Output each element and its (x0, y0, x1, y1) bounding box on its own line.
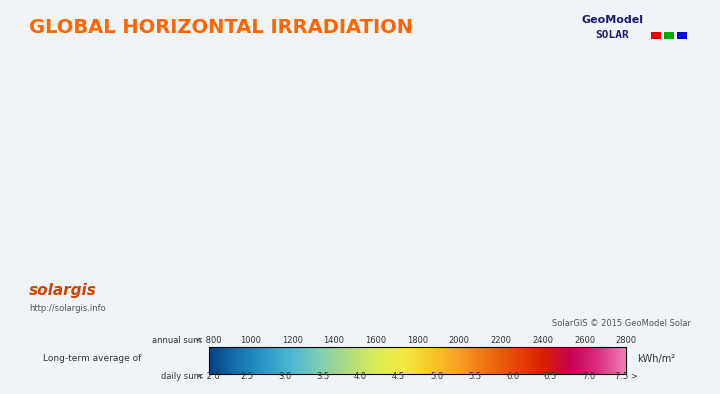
Text: 3.0: 3.0 (278, 372, 292, 381)
Text: 1400: 1400 (323, 336, 345, 345)
Text: 5.5: 5.5 (468, 372, 481, 381)
Bar (677, 32, 687, 39)
Text: 1800: 1800 (407, 336, 428, 345)
Text: Long-term average of: Long-term average of (43, 354, 142, 363)
Text: 1000: 1000 (240, 336, 261, 345)
Text: 2600: 2600 (574, 336, 595, 345)
Text: kWh/m²: kWh/m² (637, 353, 675, 364)
Bar (651, 32, 661, 39)
Text: < 800: < 800 (196, 336, 222, 345)
Text: 2000: 2000 (449, 336, 470, 345)
Text: GLOBAL HORIZONTAL IRRADIATION: GLOBAL HORIZONTAL IRRADIATION (29, 18, 413, 37)
Text: 6.0: 6.0 (506, 372, 519, 381)
Text: 5.0: 5.0 (430, 372, 443, 381)
Text: 1200: 1200 (282, 336, 303, 345)
Text: 4.5: 4.5 (392, 372, 405, 381)
Text: < 2.0: < 2.0 (197, 372, 220, 381)
Text: 2800: 2800 (616, 336, 637, 345)
Text: 7.5 >: 7.5 > (615, 372, 638, 381)
Text: 6.5: 6.5 (544, 372, 557, 381)
Text: 1600: 1600 (365, 336, 387, 345)
Text: solargis: solargis (29, 284, 96, 299)
Text: daily sum: daily sum (161, 372, 202, 381)
Text: 7.0: 7.0 (582, 372, 595, 381)
Text: annual sum: annual sum (153, 336, 202, 345)
Text: http://solargis.info: http://solargis.info (29, 304, 106, 313)
Bar (664, 32, 674, 39)
Text: SOLAR: SOLAR (595, 30, 629, 40)
Text: 2200: 2200 (490, 336, 512, 345)
Text: 4.0: 4.0 (354, 372, 367, 381)
Text: 2.5: 2.5 (240, 372, 253, 381)
Text: 2400: 2400 (532, 336, 554, 345)
Text: 3.5: 3.5 (316, 372, 329, 381)
Text: SolarGIS © 2015 GeoModel Solar: SolarGIS © 2015 GeoModel Solar (552, 319, 691, 328)
Text: GeoModel: GeoModel (581, 15, 643, 25)
